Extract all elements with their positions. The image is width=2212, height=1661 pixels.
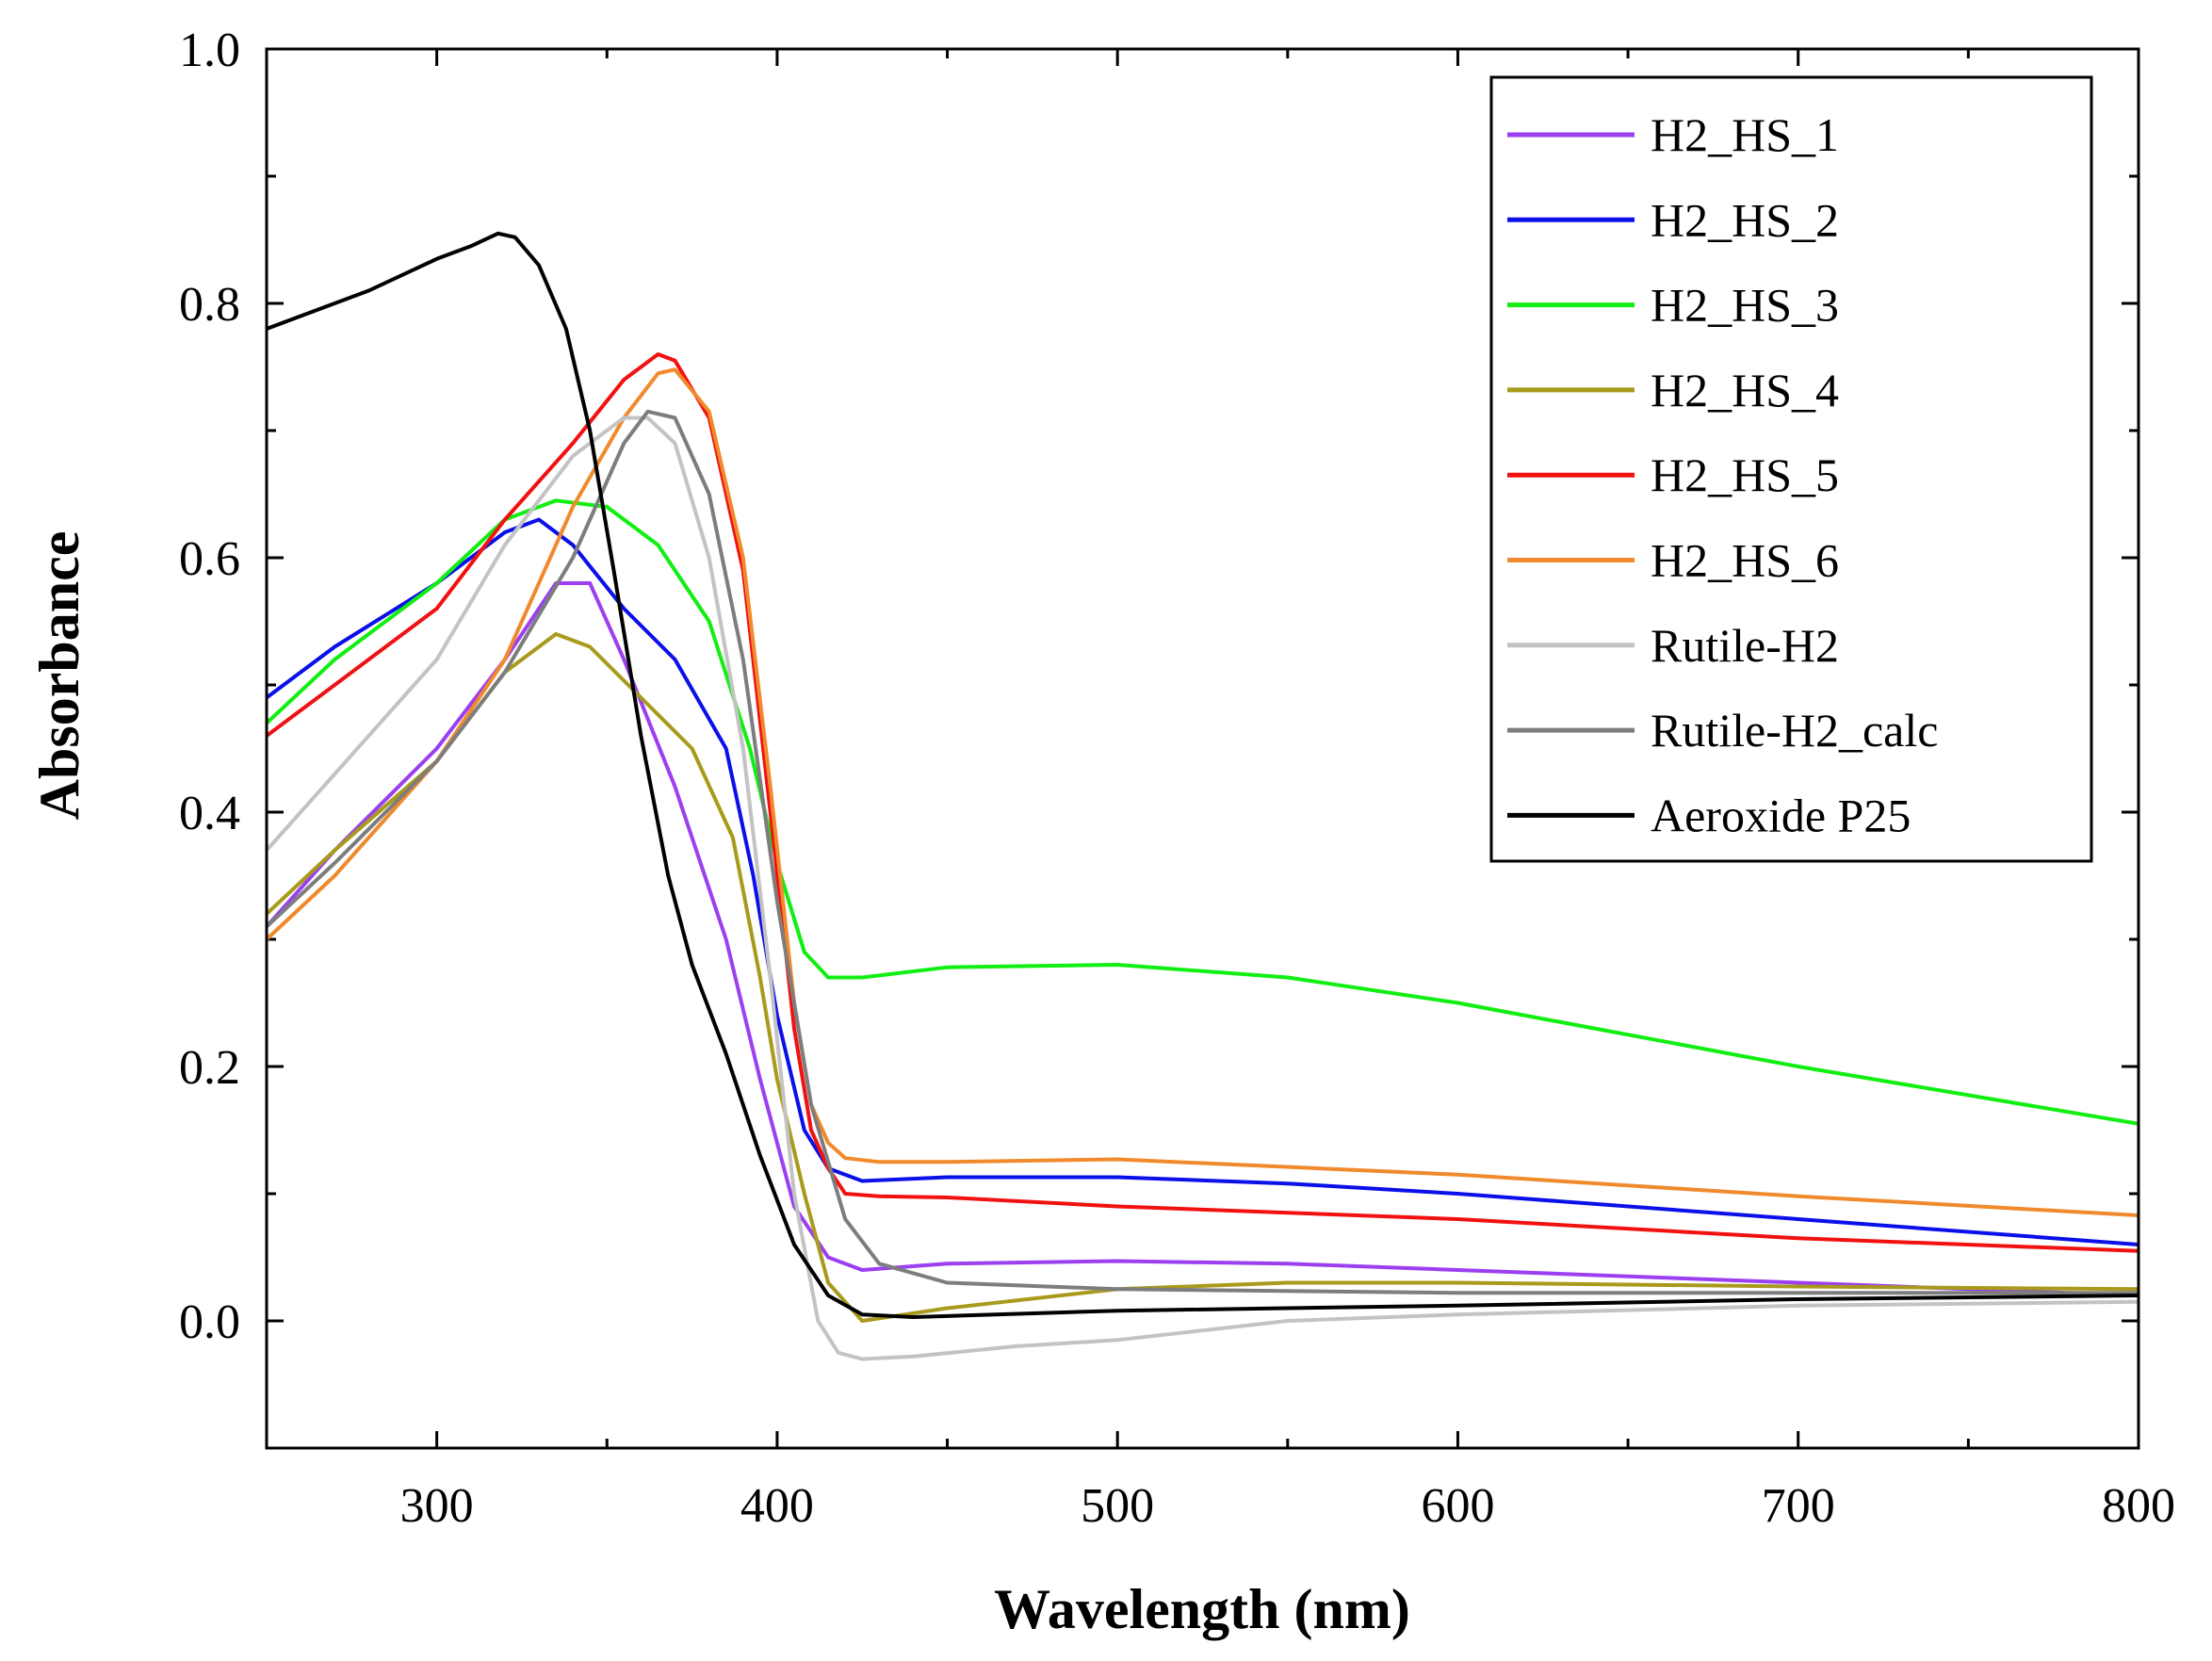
y-tick-label: 0.2 [179,1041,240,1095]
x-tick-label: 400 [740,1479,814,1533]
legend-label-h2-hs-1: H2_HS_1 [1651,108,1839,161]
y-tick-label: 0.0 [179,1295,240,1349]
series-line-rutile-h2-calc [267,409,2139,1295]
plot-area [267,231,2139,1361]
legend-entries: H2_HS_1 H2_HS_2 H2_HS_3 H2_HS_4 H2_HS_5 H2_HS… [1507,108,1938,841]
x-tick-label: 700 [1762,1479,1835,1533]
plot-frame [265,47,2140,1450]
legend-label-h2-hs-4: H2_HS_4 [1651,364,1839,416]
x-axis-title: Wavelength (nm) [994,1578,1410,1640]
series-line-aeroxide-p25 [267,231,2139,1319]
legend-label-rutile-h2-calc: Rutile-H2_calc [1651,704,1938,757]
series-line-h2-hs-5 [267,352,2139,1253]
y-axis-title: Absorbance [28,531,90,821]
x-tick-label: 300 [400,1479,474,1533]
series-line-h2-hs-6 [267,367,2139,1217]
legend: H2_HS_1 H2_HS_2 H2_HS_3 H2_HS_4 H2_HS_5 H2_HS… [1489,75,2093,863]
y-tick-label: 0.6 [179,532,240,586]
y-tick-label: 0.4 [179,787,240,840]
series-lines [267,231,2139,1361]
y-tick-label: 0.8 [179,278,240,332]
legend-label-h2-hs-6: H2_HS_6 [1651,534,1839,587]
series-line-rutile-h2 [267,415,2139,1361]
legend-label-rutile-h2: Rutile-H2 [1651,619,1839,672]
x-tick-label: 600 [1421,1479,1494,1533]
legend-label-h2-hs-2: H2_HS_2 [1651,193,1839,246]
legend-label-h2-hs-5: H2_HS_5 [1651,448,1839,501]
x-tick-label: 800 [2102,1479,2175,1533]
series-line-h2-hs-4 [267,632,2139,1323]
legend-label-h2-hs-3: H2_HS_3 [1651,279,1839,332]
y-tick-label: 1.0 [179,24,240,77]
legend-label-aeroxide-p25: Aeroxide P25 [1651,789,1911,841]
x-tick-label: 500 [1081,1479,1154,1533]
axis-tick-labels: 300 400 500 600 700 800 0.0 0.2 0.4 0.6 0.8 1.0 [179,24,2175,1533]
